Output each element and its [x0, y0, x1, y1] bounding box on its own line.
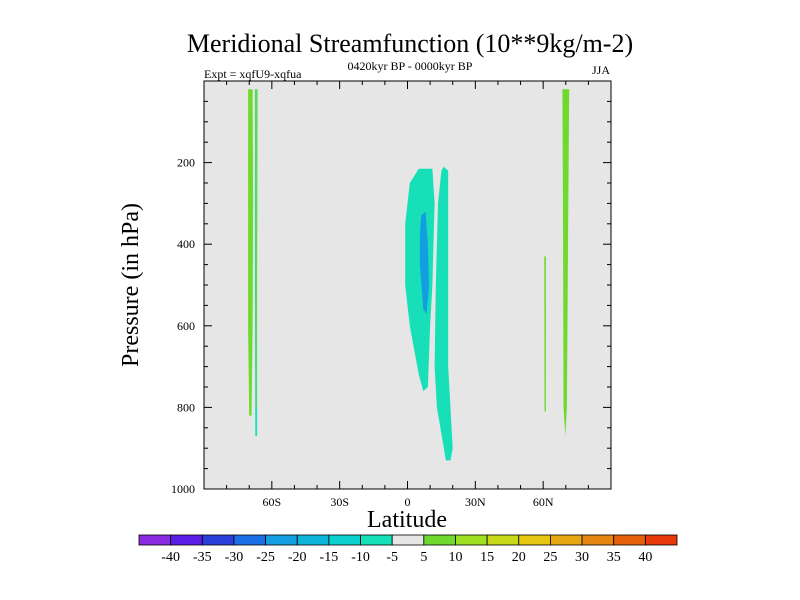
colorbar-label: 15 — [480, 550, 494, 565]
colorbar-label: 25 — [543, 550, 557, 565]
colorbar-box — [391, 534, 425, 546]
chart-title: Meridional Streamfunction (10**9kg/m-2) — [187, 29, 633, 58]
colorbar-label: -20 — [288, 550, 307, 565]
colorbar-label: -10 — [351, 550, 370, 565]
contour-region-5 — [405, 168, 435, 392]
colorbar-box — [455, 534, 488, 546]
colorbar-label: 30 — [575, 550, 589, 565]
x-tick-label: 60S — [262, 495, 281, 509]
colorbar-label: 10 — [448, 550, 462, 565]
colorbar-label: -25 — [256, 550, 275, 565]
colorbar-box — [170, 534, 203, 546]
colorbar-label: -15 — [320, 550, 339, 565]
x-tick-label: 60N — [533, 495, 554, 509]
colorbar-box — [644, 534, 678, 546]
period-subtitle: 0420kyr BP - 0000kyr BP — [348, 59, 473, 73]
season-subtitle: JJA — [592, 63, 610, 77]
colorbar-box — [581, 534, 615, 546]
x-tick-label: 30N — [465, 495, 486, 509]
axis-ticks: 60S 30S 0 30N 60N 200 400 600 800 1000 — [171, 81, 611, 509]
y-tick-label: 200 — [177, 156, 195, 170]
contour-region-2 — [255, 89, 258, 408]
colorbar-label: -40 — [161, 550, 180, 565]
colorbar-box — [550, 534, 583, 546]
experiment-subtitle: Expt = xqfU9-xqfua — [204, 67, 302, 81]
y-tick-label: 400 — [177, 237, 195, 251]
y-axis-title: Pressure (in hPa) — [118, 203, 144, 367]
contour-region-3 — [562, 89, 570, 436]
colorbar-label: 40 — [638, 550, 652, 565]
colorbar-label: -30 — [225, 550, 244, 565]
x-tick-label: 0 — [405, 495, 411, 509]
colorbar: -40 -35 -30 -25 -20 -15 -10 -5 5 10 15 20 25 30 35 40 — [138, 534, 678, 565]
colorbar-label: 35 — [607, 550, 621, 565]
y-tick-label: 1000 — [171, 482, 195, 496]
colorbar-box — [518, 534, 551, 546]
colorbar-box — [138, 534, 172, 546]
y-tick-label: 800 — [177, 400, 195, 414]
contour-region-0 — [248, 89, 254, 416]
colorbar-box — [296, 534, 330, 546]
colorbar-label: 5 — [420, 550, 427, 565]
colorbar-label: -35 — [193, 550, 212, 565]
contour-region-6 — [434, 166, 453, 461]
x-tick-label: 30S — [330, 495, 349, 509]
colorbar-label: 20 — [512, 550, 526, 565]
colorbar-box — [486, 534, 520, 546]
x-axis-title: Latitude — [367, 507, 447, 533]
y-tick-label: 600 — [177, 319, 195, 333]
colorbar-box — [360, 534, 393, 546]
colorbar-box — [328, 534, 361, 546]
contour-regions — [248, 89, 570, 461]
contour-region-4 — [544, 256, 546, 412]
colorbar-box — [613, 534, 646, 546]
colorbar-box — [201, 534, 235, 546]
colorbar-box — [423, 534, 456, 546]
colorbar-box — [233, 534, 266, 546]
contour-region-7 — [419, 211, 429, 314]
colorbar-label: -5 — [386, 550, 398, 565]
colorbar-box — [265, 534, 298, 546]
